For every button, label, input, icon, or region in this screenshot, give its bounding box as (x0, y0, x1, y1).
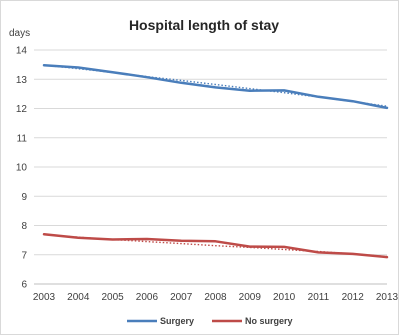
y-tick-label: 13 (16, 75, 28, 86)
legend: Surgery No surgery (127, 316, 293, 326)
y-tick-label: 7 (21, 250, 27, 261)
gridlines (34, 49, 387, 285)
series-lines (42, 63, 389, 259)
series-line (42, 233, 389, 259)
series-line (42, 63, 389, 110)
x-tick-label: 2012 (342, 292, 365, 303)
y-tick-label: 9 (21, 192, 27, 203)
x-tick-label: 2007 (170, 292, 193, 303)
y-tick-label: 6 (21, 280, 27, 291)
x-tick-label: 2005 (101, 292, 124, 303)
x-tick-label: 2009 (239, 292, 262, 303)
x-tick-label: 2003 (33, 292, 56, 303)
y-tick-label: 14 (16, 46, 28, 57)
x-axis-ticks: 2003 2004 2005 2006 2007 2008 2009 2010 2011 2012… (33, 292, 399, 303)
legend-label: No surgery (245, 316, 293, 326)
y-axis-ticks: 6 7 8 9 10 11 12 13 14 (16, 46, 28, 291)
chart-title: Hospital length of stay (129, 17, 279, 33)
x-tick-label: 2008 (204, 292, 227, 303)
x-tick-label: 2004 (67, 292, 90, 303)
x-tick-label: 2011 (308, 292, 330, 303)
y-tick-label: 11 (17, 133, 28, 144)
x-tick-label: 2013 (376, 292, 399, 303)
x-tick-label: 2006 (136, 292, 159, 303)
y-tick-label: 12 (16, 104, 28, 115)
x-tick-label: 2010 (273, 292, 296, 303)
y-axis-unit-label: days (9, 28, 30, 39)
y-tick-label: 8 (21, 221, 27, 232)
legend-label: Surgery (160, 316, 194, 326)
y-tick-label: 10 (16, 163, 28, 174)
